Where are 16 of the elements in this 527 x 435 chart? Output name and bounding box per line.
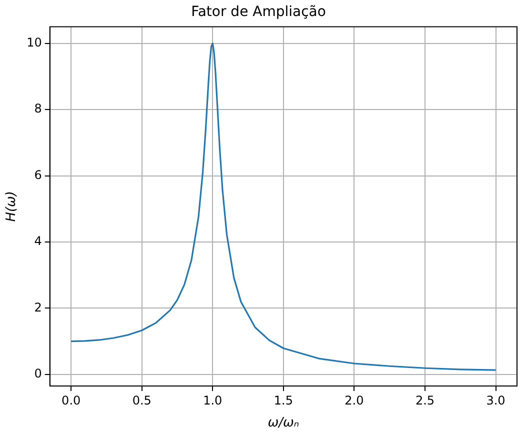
x-tick-label: 0.5 <box>132 393 152 408</box>
y-axis-title: H(ω) <box>4 190 20 222</box>
x-tick-label: 0.0 <box>62 393 81 408</box>
y-tick-label: 6 <box>34 168 42 182</box>
chart-title: Fator de Ampliação <box>191 4 326 20</box>
y-tick-label: 10 <box>26 35 42 50</box>
x-tick-label: 2.5 <box>415 393 435 408</box>
x-axis-title: ω/ωₙ <box>268 416 300 431</box>
y-tick-label: 2 <box>34 300 42 314</box>
x-tick-label: 1.0 <box>203 393 222 408</box>
x-tick-label: 1.5 <box>274 393 293 408</box>
y-tick-label: 8 <box>34 102 42 116</box>
y-tick-label: 4 <box>34 234 42 248</box>
x-tick-label: 3.0 <box>486 393 506 408</box>
y-tick-label: 0 <box>34 366 42 381</box>
x-tick-label: 2.0 <box>344 393 364 408</box>
